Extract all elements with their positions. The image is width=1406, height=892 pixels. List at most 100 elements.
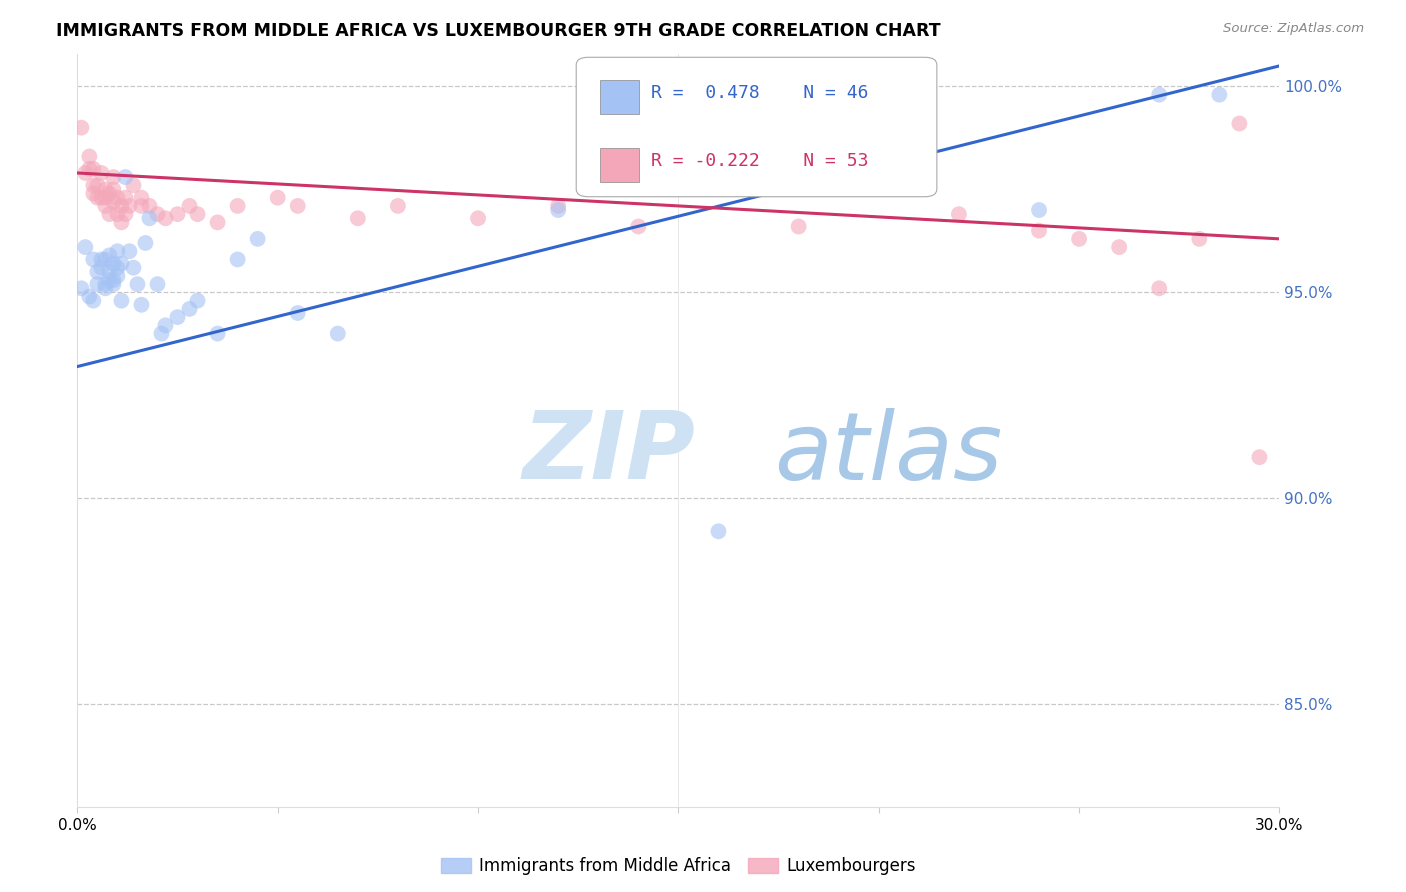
Point — [98, 265, 121, 279]
Point — [90, 252, 112, 267]
Text: R = -0.222    N = 53: R = -0.222 N = 53 — [651, 152, 869, 169]
Point — [138, 199, 160, 213]
Point — [107, 244, 129, 259]
Point — [467, 211, 489, 226]
Legend: Immigrants from Middle Africa, Luxembourgers: Immigrants from Middle Africa, Luxembour… — [434, 850, 922, 882]
Text: Source: ZipAtlas.com: Source: ZipAtlas.com — [1223, 22, 1364, 36]
Point — [103, 182, 125, 196]
Point — [131, 298, 153, 312]
Point — [82, 161, 104, 176]
Point — [103, 277, 125, 292]
Point — [787, 219, 810, 234]
Point — [155, 211, 177, 226]
Point — [207, 215, 229, 229]
Point — [75, 166, 97, 180]
Point — [326, 326, 349, 341]
Point — [226, 252, 249, 267]
Point — [122, 260, 145, 275]
Point — [627, 219, 650, 234]
Point — [138, 211, 160, 226]
Point — [103, 256, 125, 270]
Point — [110, 293, 132, 308]
Point — [90, 166, 112, 180]
Point — [287, 306, 309, 320]
Point — [118, 244, 141, 259]
Point — [122, 178, 145, 193]
Point — [79, 149, 101, 163]
Point — [179, 199, 201, 213]
Point — [707, 524, 730, 539]
Point — [131, 199, 153, 213]
Point — [547, 199, 569, 213]
Point — [103, 273, 125, 287]
Bar — [600, 148, 638, 182]
Point — [166, 207, 188, 221]
Point — [118, 199, 141, 213]
Point — [1069, 232, 1091, 246]
Point — [75, 240, 97, 254]
Bar — [600, 80, 638, 114]
Point — [114, 207, 136, 221]
Point — [79, 289, 101, 303]
Point — [94, 191, 117, 205]
Point — [1028, 224, 1050, 238]
Point — [82, 178, 104, 193]
Point — [70, 120, 93, 135]
Point — [1188, 232, 1211, 246]
Point — [1208, 87, 1230, 102]
Point — [347, 211, 370, 226]
Point — [86, 277, 108, 292]
Point — [287, 199, 309, 213]
Point — [98, 207, 121, 221]
Text: R =  0.478    N = 46: R = 0.478 N = 46 — [651, 84, 869, 102]
Point — [79, 161, 101, 176]
Point — [107, 207, 129, 221]
Point — [207, 326, 229, 341]
Point — [94, 182, 117, 196]
Point — [86, 178, 108, 193]
Point — [82, 252, 104, 267]
Point — [1149, 87, 1171, 102]
FancyBboxPatch shape — [576, 57, 936, 197]
Point — [107, 191, 129, 205]
Point — [90, 191, 112, 205]
Point — [103, 170, 125, 185]
Point — [547, 202, 569, 217]
Point — [107, 268, 129, 283]
Point — [146, 207, 169, 221]
Point — [387, 199, 409, 213]
Point — [1149, 281, 1171, 295]
Point — [1108, 240, 1130, 254]
Point — [127, 277, 149, 292]
Point — [94, 199, 117, 213]
Point — [1229, 116, 1251, 130]
Point — [134, 235, 156, 250]
Point — [90, 260, 112, 275]
Text: atlas: atlas — [775, 408, 1002, 499]
Point — [131, 191, 153, 205]
Point — [179, 301, 201, 316]
Point — [187, 207, 209, 221]
Point — [86, 191, 108, 205]
Point — [110, 215, 132, 229]
Point — [110, 199, 132, 213]
Point — [98, 186, 121, 201]
Point — [107, 260, 129, 275]
Point — [146, 277, 169, 292]
Point — [114, 191, 136, 205]
Text: ZIP: ZIP — [522, 407, 695, 499]
Point — [267, 191, 290, 205]
Point — [948, 207, 970, 221]
Point — [226, 199, 249, 213]
Point — [246, 232, 269, 246]
Point — [98, 248, 121, 262]
Point — [187, 293, 209, 308]
Point — [103, 194, 125, 209]
Text: IMMIGRANTS FROM MIDDLE AFRICA VS LUXEMBOURGER 9TH GRADE CORRELATION CHART: IMMIGRANTS FROM MIDDLE AFRICA VS LUXEMBO… — [56, 22, 941, 40]
Point — [94, 252, 117, 267]
Point — [114, 170, 136, 185]
Point — [94, 281, 117, 295]
Point — [86, 265, 108, 279]
Point — [98, 273, 121, 287]
Point — [70, 281, 93, 295]
